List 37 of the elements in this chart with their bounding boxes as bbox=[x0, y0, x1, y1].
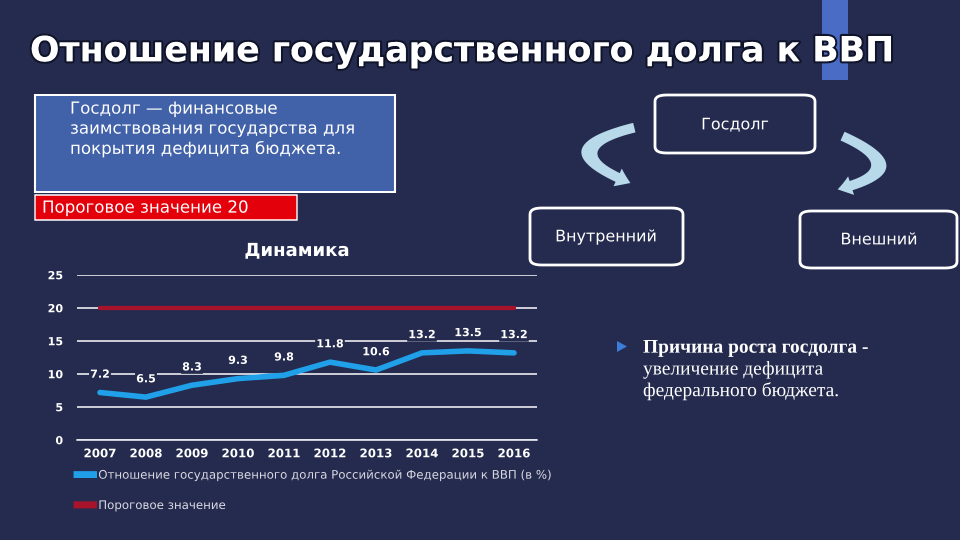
data-label: 8.3 bbox=[182, 362, 201, 371]
x-tick-label: 2010 bbox=[222, 448, 254, 458]
data-label: 9.8 bbox=[274, 352, 294, 361]
x-tick-label: 2013 bbox=[360, 448, 392, 458]
data-label: 10.6 bbox=[364, 346, 390, 356]
x-tick-label: 2011 bbox=[268, 448, 300, 458]
text: Госдолг — финансовые заимствования государства для покрытия дефицита бюджета. bbox=[71, 102, 354, 158]
y-tick-label: 5 bbox=[56, 403, 62, 412]
data-label: 13.2 bbox=[502, 330, 527, 338]
text: увеличение дефицита федерального бюджета. bbox=[643, 361, 838, 400]
x-tick-label: 2016 bbox=[498, 448, 530, 458]
x-tick-label: 2012 bbox=[314, 448, 346, 458]
text: Причина роста госдолга - bbox=[643, 340, 868, 357]
y-tick-label: 10 bbox=[48, 370, 63, 378]
y-tick-label: 0 bbox=[56, 436, 63, 444]
x-tick-label: 2007 bbox=[84, 448, 116, 458]
text: Внутренний bbox=[556, 229, 656, 245]
text: Госдолг bbox=[702, 118, 768, 132]
legend-label: Отношение государственного долга Российской Федерации к ВВП (в %) bbox=[98, 470, 551, 482]
data-label: 6.5 bbox=[136, 374, 156, 382]
chart-title: Отношение государственного долга к ВВП bbox=[32, 36, 892, 69]
y-tick-label: 15 bbox=[48, 337, 62, 346]
x-tick-label: 2014 bbox=[406, 448, 438, 458]
y-tick-label: 25 bbox=[48, 270, 62, 280]
data-label: 11.8 bbox=[318, 339, 344, 348]
x-tick-label: 2009 bbox=[176, 448, 208, 458]
x-tick-label: 2008 bbox=[130, 448, 162, 458]
data-label: 9.3 bbox=[228, 356, 247, 364]
y-tick-label: 20 bbox=[48, 304, 63, 312]
chart-subtitle: Динамика bbox=[245, 242, 348, 259]
data-label: 13.2 bbox=[410, 330, 435, 338]
text: Пороговое значение 20 bbox=[44, 200, 248, 216]
text: Внешний bbox=[842, 232, 916, 245]
x-tick-label: 2015 bbox=[452, 448, 484, 458]
legend-label: Пороговое значение bbox=[99, 500, 226, 512]
data-label: 13.5 bbox=[456, 328, 481, 336]
data-label: 7.2 bbox=[90, 369, 109, 378]
